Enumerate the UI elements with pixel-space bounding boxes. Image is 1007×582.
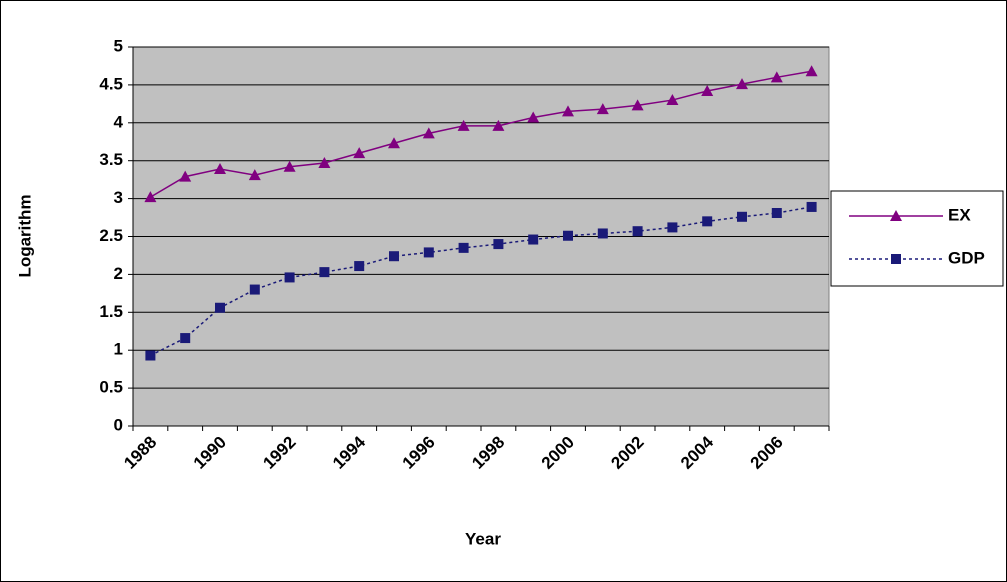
legend-box [830, 190, 1004, 287]
point [771, 208, 782, 219]
legend-marker [890, 210, 902, 221]
point [283, 160, 296, 172]
point [458, 242, 469, 253]
point [354, 261, 365, 272]
point [249, 284, 260, 295]
point [284, 272, 295, 283]
y-tick-label: 2.5 [99, 226, 123, 245]
point [806, 201, 817, 212]
point [248, 169, 261, 181]
point [180, 333, 191, 344]
y-tick-label: 1 [114, 340, 123, 359]
point [214, 163, 226, 175]
point [701, 84, 714, 96]
y-tick-label: 1.5 [99, 302, 123, 321]
point [563, 230, 573, 241]
point [632, 226, 643, 237]
y-axis-title: Logarithm [15, 194, 34, 277]
point [145, 350, 156, 361]
x-axis-title: Year [465, 529, 501, 548]
point [737, 211, 747, 222]
point [353, 147, 366, 159]
series-line [150, 206, 812, 357]
point [423, 247, 434, 258]
series-line [150, 70, 812, 198]
point [597, 228, 608, 239]
point [144, 191, 157, 203]
point [562, 105, 574, 117]
y-tick-label: 4.5 [99, 74, 123, 93]
point [457, 119, 470, 131]
point [666, 94, 679, 106]
y-tick-label: 3 [114, 188, 123, 207]
y-tick-label: 0.5 [99, 378, 123, 397]
point [492, 119, 505, 131]
y-tick-label: 0 [114, 415, 123, 434]
y-tick-label: 4 [114, 112, 124, 131]
point [179, 170, 192, 182]
point [422, 127, 435, 139]
point [318, 156, 331, 168]
point [319, 267, 330, 278]
y-tick-label: 3.5 [99, 150, 123, 169]
point [215, 302, 225, 313]
point [805, 65, 818, 77]
point [389, 251, 399, 262]
legend-marker [891, 254, 901, 264]
point [596, 103, 609, 115]
point [528, 234, 539, 245]
y-tick-label: 5 [114, 36, 123, 55]
point [770, 71, 783, 83]
legend-label: EX [948, 205, 971, 224]
point [631, 99, 644, 111]
point [736, 78, 748, 90]
point [493, 239, 504, 250]
point [702, 216, 713, 227]
point [667, 222, 678, 233]
legend-label: GDP [948, 248, 985, 267]
y-tick-label: 2 [114, 264, 123, 283]
point [388, 137, 400, 149]
point [527, 111, 540, 123]
